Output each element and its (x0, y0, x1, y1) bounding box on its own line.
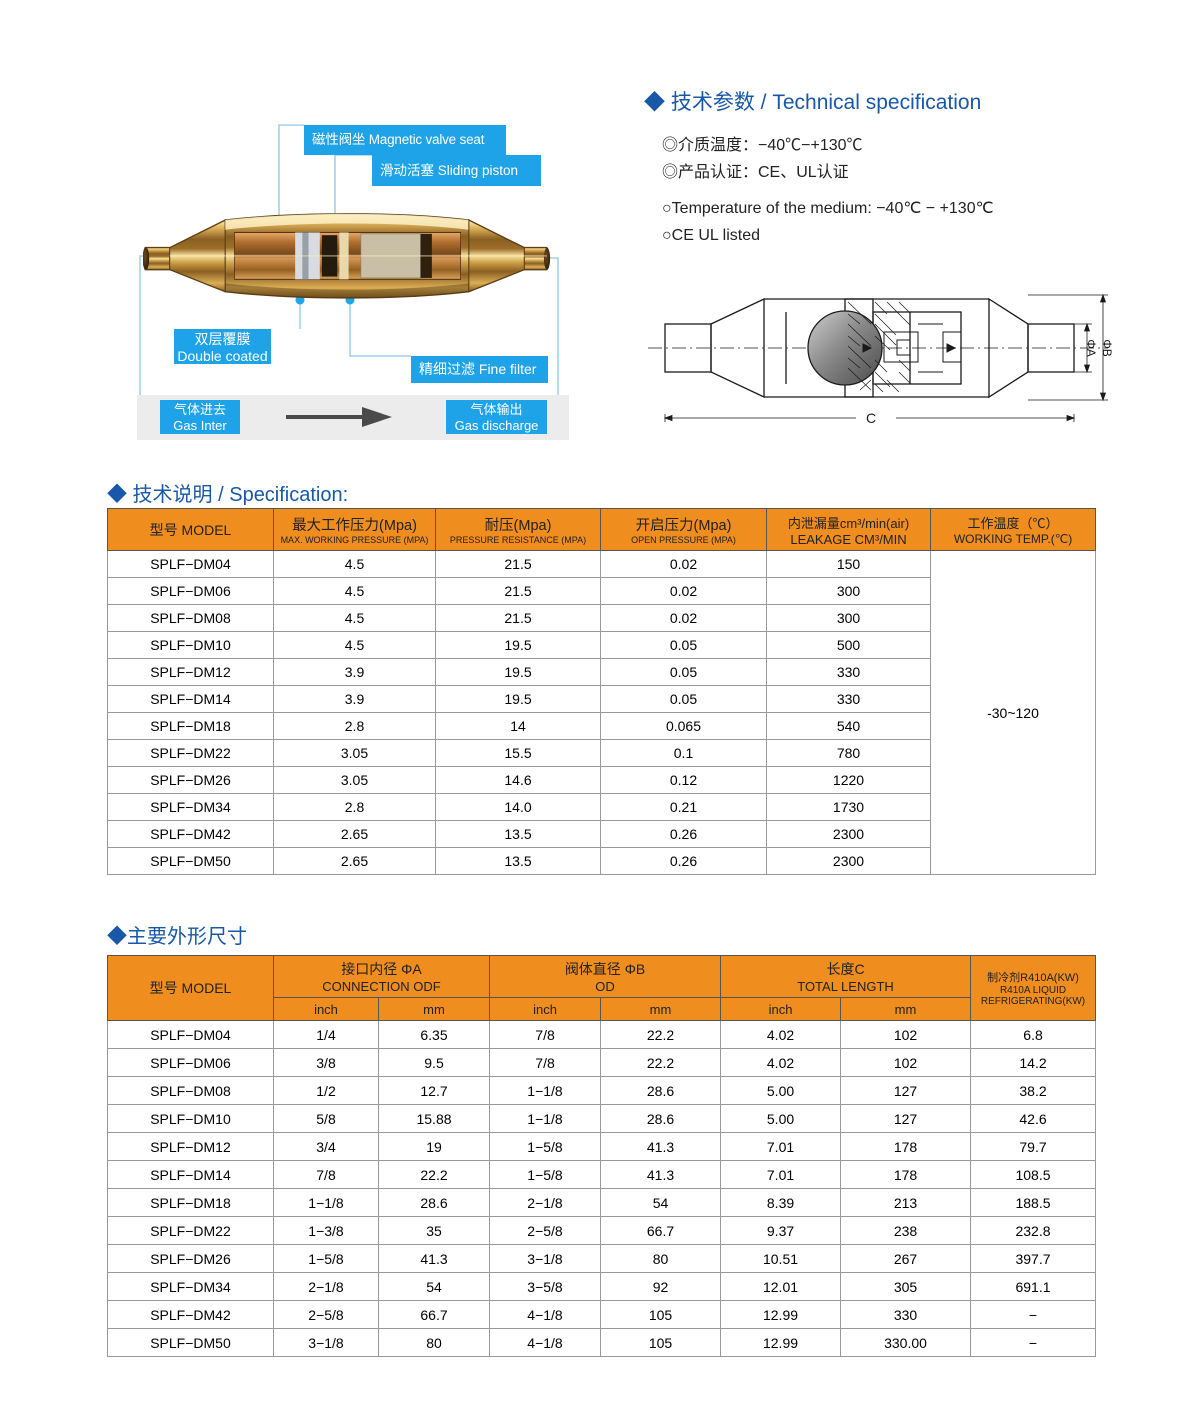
svg-text:ΦB: ΦB (1100, 339, 1114, 357)
svg-text:ΦA: ΦA (1084, 339, 1098, 357)
svg-text:C: C (866, 410, 876, 426)
